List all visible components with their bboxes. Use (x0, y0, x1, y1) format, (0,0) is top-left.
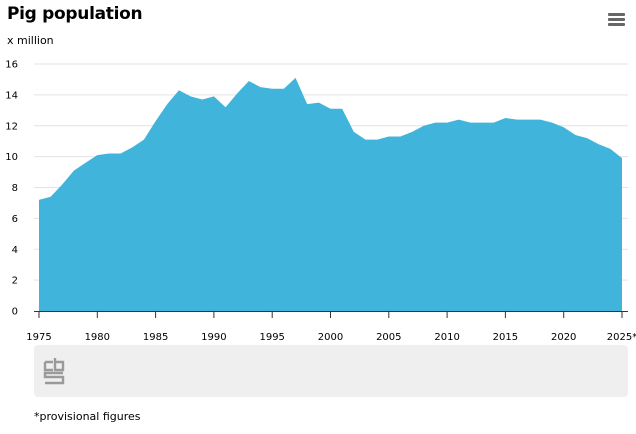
y-axis-tick-labels: 0 2 4 6 8 10 12 14 16 (5, 60, 18, 318)
x-tick-label: 2020 (551, 332, 576, 343)
source-logo-bar (34, 345, 628, 397)
cbs-logo-icon (43, 358, 65, 385)
x-tick-label: 1995 (259, 332, 284, 343)
x-axis-tick-labels: 1975 1980 1985 1990 1995 2000 2005 2010 2015 2020… (26, 332, 636, 343)
chart-title: Pig population (7, 4, 143, 24)
x-tick-label: 1975 (26, 332, 51, 343)
x-tick-label: 2000 (318, 332, 343, 343)
x-tick-label: 1985 (143, 332, 168, 343)
x-tick-label: 2010 (434, 332, 459, 343)
menu-bar (608, 18, 625, 21)
y-tick-label: 6 (12, 214, 18, 225)
y-tick-label: 2 (12, 276, 18, 287)
area-chart: 0 2 4 6 8 10 12 14 16 1975 1980 1985 1990 1995 2000 20… (5, 60, 636, 344)
x-tick-label: 2005 (376, 332, 401, 343)
x-tick-label: 1990 (201, 332, 226, 343)
y-tick-label: 16 (5, 60, 18, 71)
x-tick-label: 2015 (493, 332, 518, 343)
y-tick-label: 14 (5, 90, 18, 101)
footnote: *provisional figures (34, 410, 141, 423)
menu-bar (608, 23, 625, 26)
pig-population-area (39, 77, 622, 311)
axes (34, 311, 628, 318)
y-tick-label: 4 (12, 245, 18, 256)
hamburger-menu-icon[interactable] (604, 8, 630, 30)
x-tick-label: 1980 (85, 332, 110, 343)
menu-bar (608, 13, 625, 16)
x-tick-label: 2025* (607, 332, 636, 343)
y-axis-unit-label: x million (7, 34, 54, 47)
y-tick-label: 0 (12, 307, 18, 318)
y-tick-label: 8 (12, 183, 18, 194)
y-tick-label: 10 (5, 152, 18, 163)
y-tick-label: 12 (5, 121, 18, 132)
